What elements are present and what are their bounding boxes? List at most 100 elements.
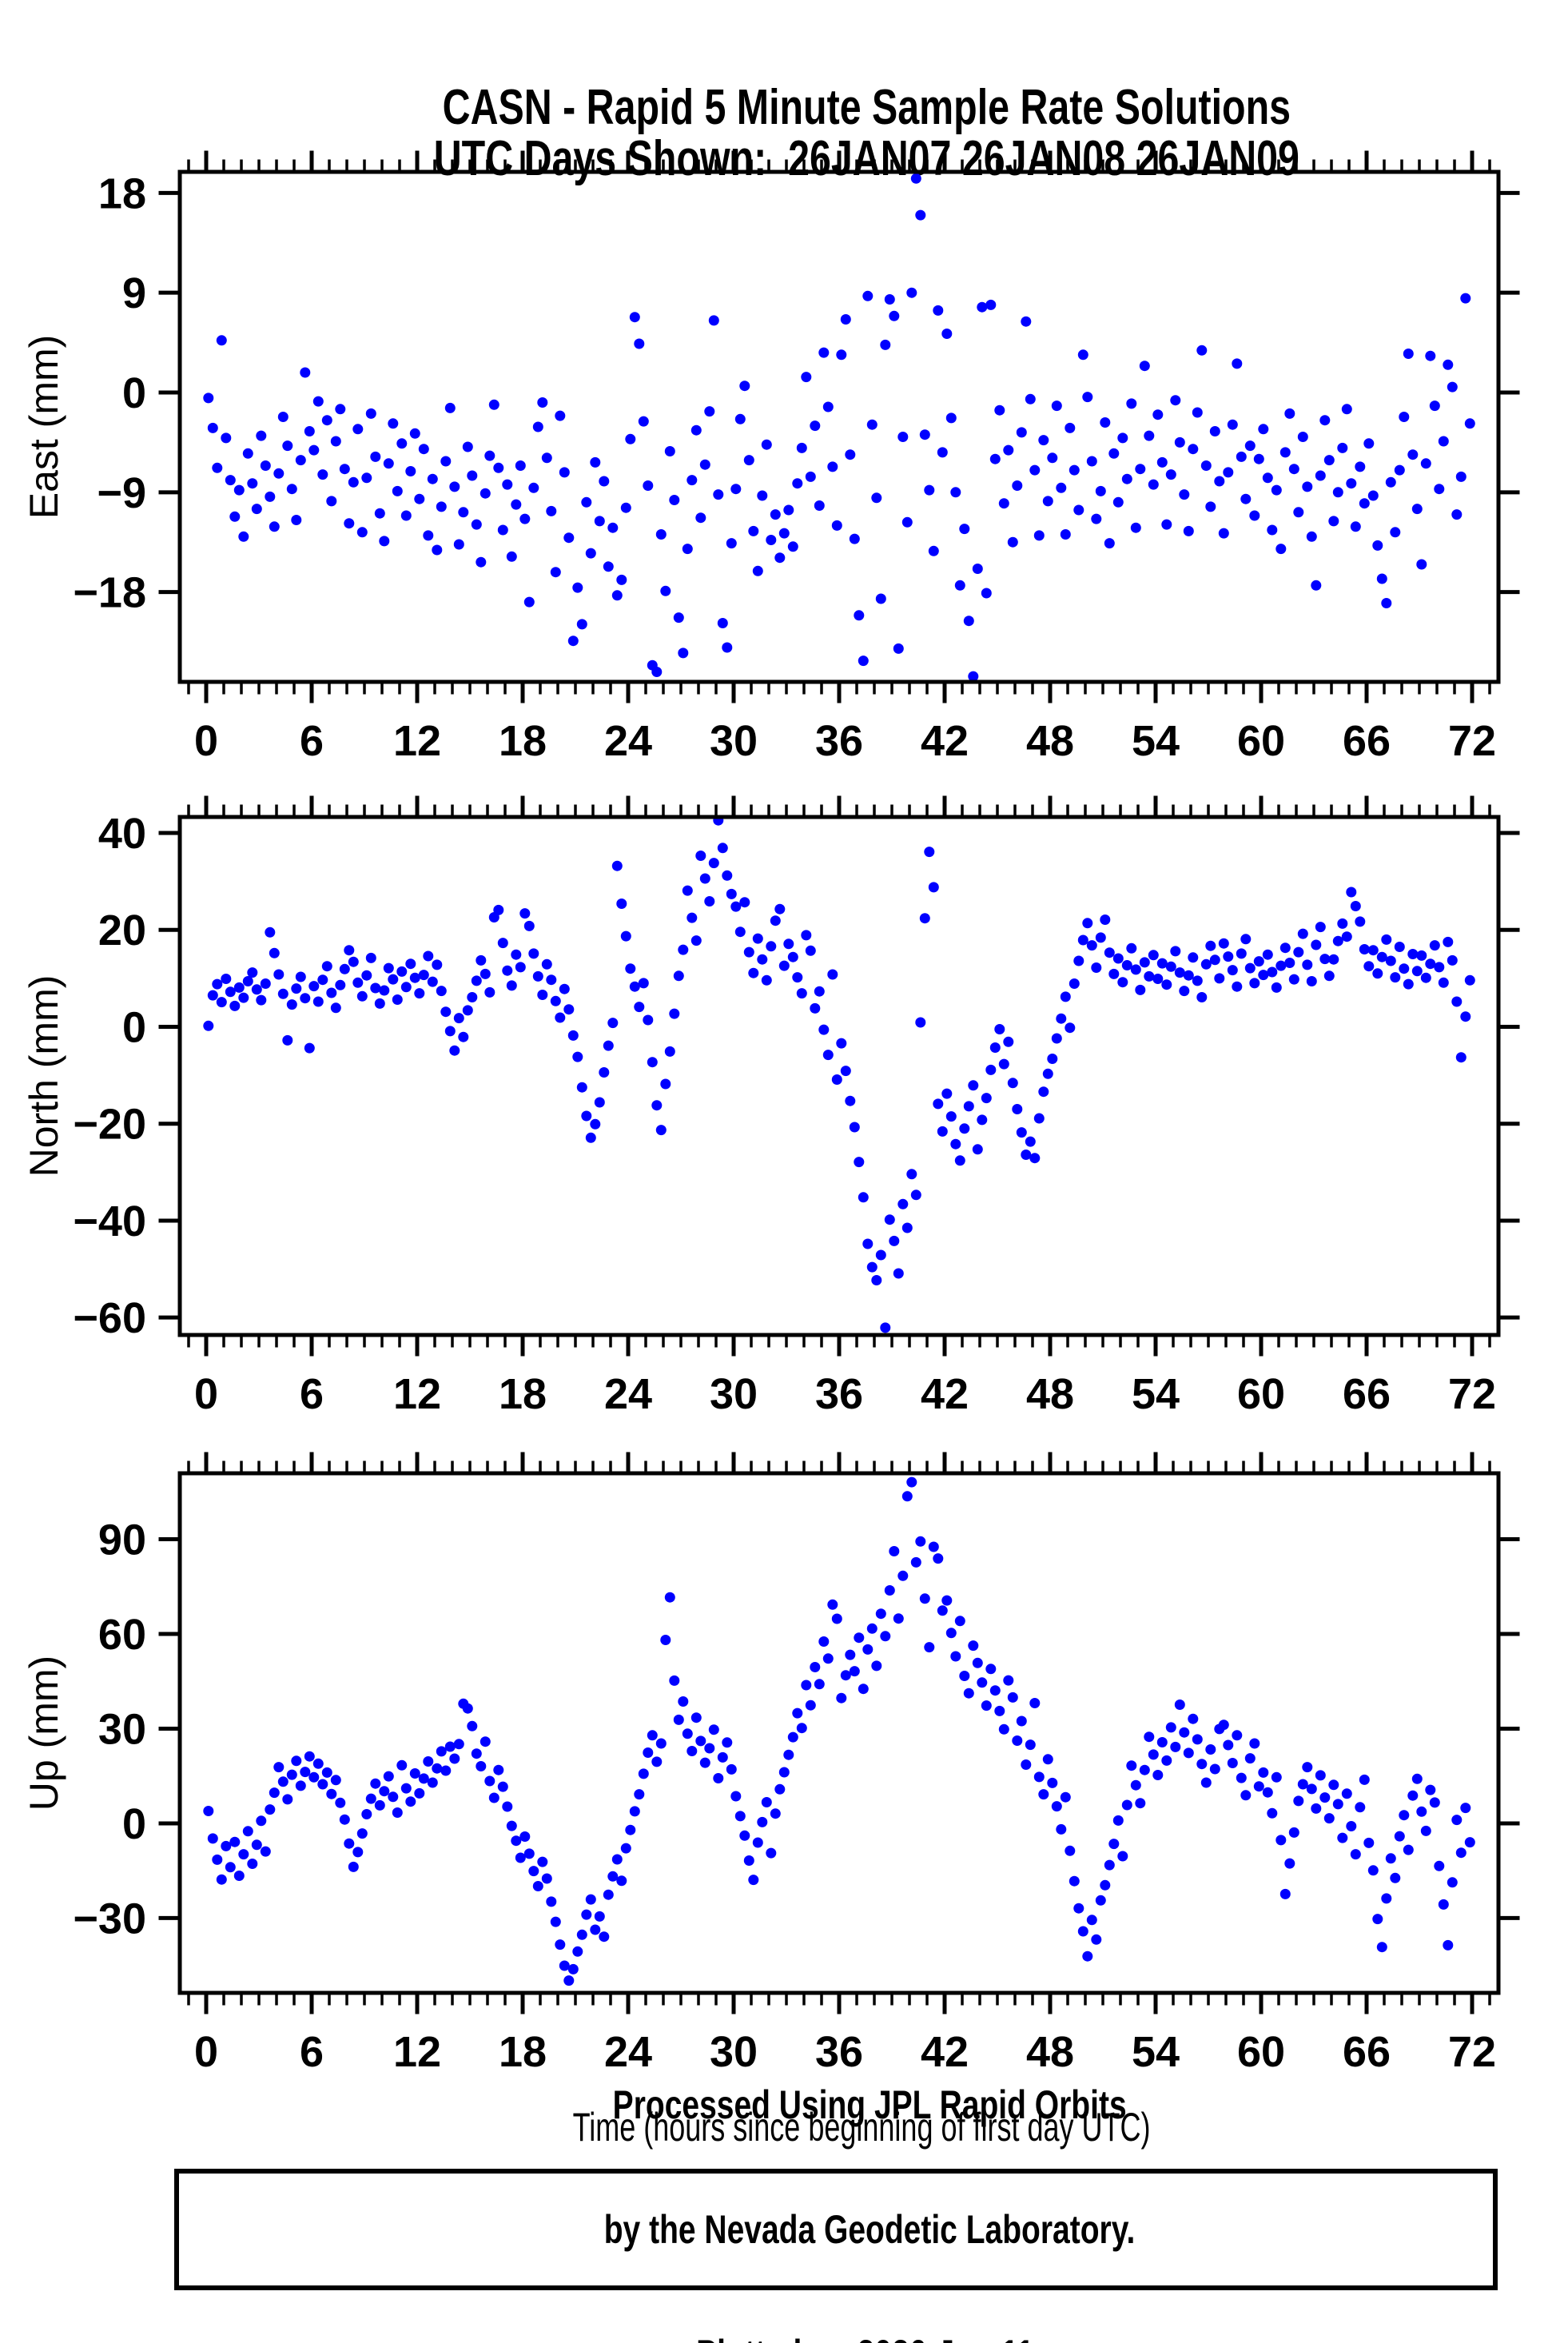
data-point xyxy=(1306,976,1317,986)
data-point xyxy=(1319,415,1331,426)
data-point xyxy=(265,1804,276,1815)
data-point xyxy=(625,963,636,974)
x-tick-label: 30 xyxy=(710,1370,758,1418)
data-point xyxy=(638,1768,649,1779)
x-tick-label: 18 xyxy=(499,1370,547,1418)
data-point xyxy=(998,1058,1009,1070)
data-point xyxy=(484,450,495,461)
data-point xyxy=(757,1816,768,1827)
data-point xyxy=(515,460,526,471)
data-point xyxy=(910,1189,921,1201)
data-point xyxy=(388,418,399,429)
data-point xyxy=(493,904,504,915)
data-point xyxy=(616,1875,627,1887)
data-point xyxy=(1196,1759,1208,1770)
data-point xyxy=(734,1811,746,1822)
panel-up: 0 6 12 18 24 30 36 42 48 54 60 66 72 90 60 30 0 −30 Up (mm… xyxy=(22,1452,1520,2076)
data-point xyxy=(1451,509,1463,520)
data-point xyxy=(379,1786,390,1797)
data-point xyxy=(212,1854,223,1865)
data-point xyxy=(774,552,786,564)
data-point xyxy=(945,1628,957,1639)
data-point xyxy=(1359,498,1370,509)
data-point xyxy=(1209,426,1220,436)
data-point xyxy=(265,491,276,502)
data-point xyxy=(1376,951,1387,962)
data-point xyxy=(704,1743,715,1754)
data-point xyxy=(1038,1789,1049,1800)
data-point xyxy=(1337,1832,1348,1843)
data-point xyxy=(1346,478,1357,489)
data-point xyxy=(260,460,271,471)
data-point xyxy=(1077,1926,1088,1937)
x-tick-label: 0 xyxy=(194,1370,218,1418)
data-point xyxy=(1443,936,1454,947)
data-point xyxy=(743,1855,754,1866)
data-point xyxy=(669,1008,680,1019)
data-point xyxy=(1411,966,1423,977)
data-point xyxy=(814,1679,825,1690)
data-point xyxy=(1183,1747,1194,1759)
data-point xyxy=(567,636,579,647)
data-point xyxy=(1192,975,1203,986)
data-point xyxy=(1117,432,1128,444)
data-point xyxy=(484,1775,495,1787)
data-point xyxy=(405,1796,416,1807)
data-point xyxy=(801,930,812,941)
data-point xyxy=(625,433,636,444)
data-point xyxy=(273,1762,285,1773)
data-point xyxy=(1108,448,1120,459)
data-point xyxy=(462,441,473,452)
data-point xyxy=(423,1756,434,1767)
data-point xyxy=(752,1837,763,1848)
data-point xyxy=(699,873,710,884)
data-point xyxy=(783,938,794,950)
data-point xyxy=(550,1916,561,1927)
data-point xyxy=(1385,955,1396,966)
y-tick-label: −18 xyxy=(73,569,146,617)
data-point xyxy=(875,1249,886,1261)
data-point xyxy=(1051,400,1062,412)
data-point xyxy=(321,1767,332,1778)
data-point xyxy=(1121,960,1132,970)
data-point xyxy=(954,1616,965,1627)
data-point xyxy=(379,985,390,996)
data-point xyxy=(216,997,227,1008)
y-tick-label: −9 xyxy=(97,469,146,517)
data-point xyxy=(822,1653,834,1664)
data-point xyxy=(1082,918,1093,929)
data-point xyxy=(405,466,416,476)
data-point xyxy=(444,1026,456,1037)
x-tick-label: 54 xyxy=(1132,2028,1180,2076)
data-point xyxy=(673,970,684,982)
x-tick-label: 48 xyxy=(1026,717,1074,765)
data-point xyxy=(972,564,983,574)
data-point xyxy=(954,580,965,591)
data-point xyxy=(339,464,350,475)
data-point xyxy=(436,986,447,997)
data-point xyxy=(1165,961,1176,972)
data-point xyxy=(418,1773,429,1784)
data-point xyxy=(1350,1849,1361,1860)
data-point xyxy=(326,496,337,507)
data-point xyxy=(941,1088,953,1099)
data-point xyxy=(506,1820,517,1831)
data-point xyxy=(300,1767,311,1778)
data-point xyxy=(1411,504,1423,515)
x-tick-label: 6 xyxy=(300,2028,324,2076)
data-point xyxy=(977,1677,988,1688)
x-tick-label: 12 xyxy=(393,717,441,765)
data-point xyxy=(1438,977,1449,988)
data-point xyxy=(959,524,970,535)
data-point xyxy=(792,478,803,489)
data-point xyxy=(1403,349,1414,359)
data-point xyxy=(1355,916,1366,927)
data-point xyxy=(436,1746,447,1757)
data-point xyxy=(277,412,289,422)
data-point xyxy=(370,982,381,994)
data-point xyxy=(567,1030,579,1041)
data-point xyxy=(673,612,684,624)
data-point xyxy=(660,585,671,596)
data-point xyxy=(713,489,724,500)
data-point xyxy=(770,915,781,926)
